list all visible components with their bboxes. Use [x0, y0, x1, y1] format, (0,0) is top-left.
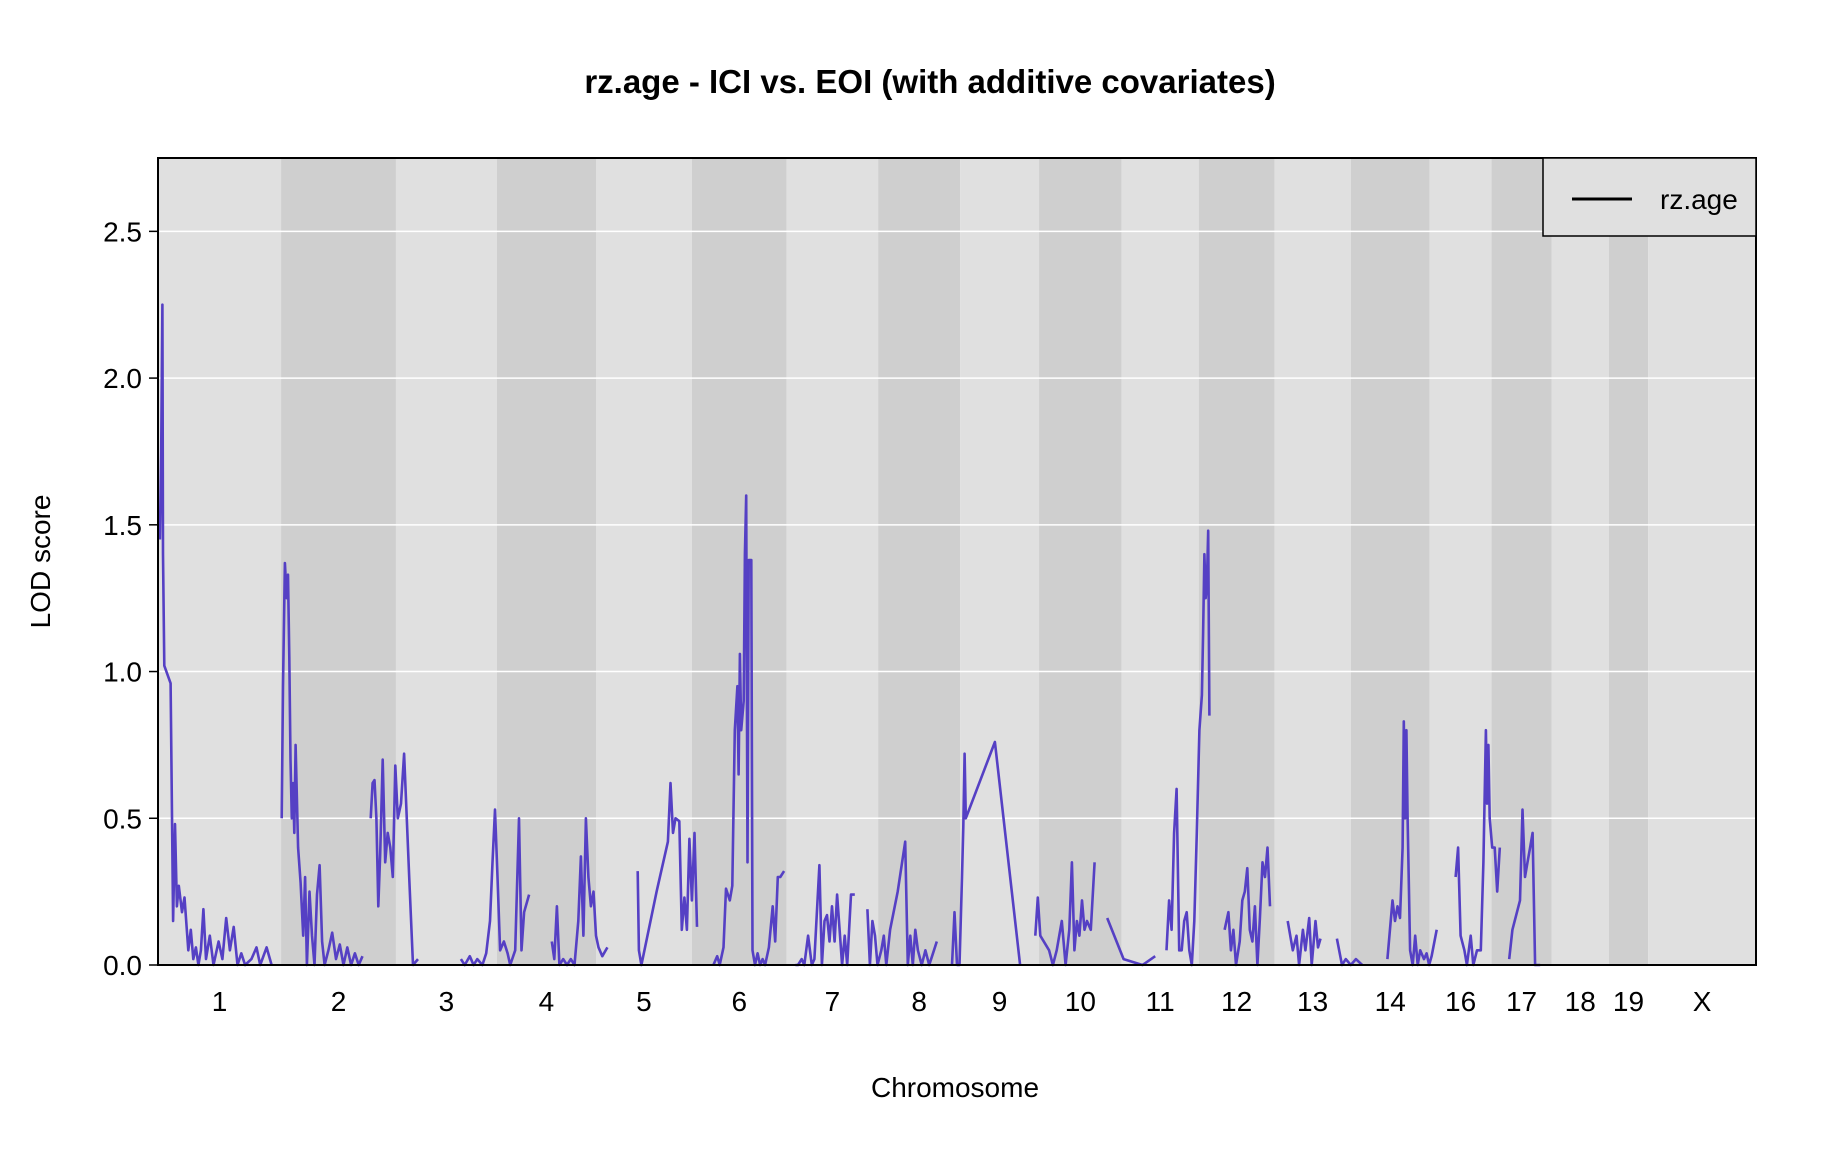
chromosome-band-11 — [1121, 158, 1199, 965]
x-axis-label: Chromosome — [871, 1072, 1039, 1103]
y-axis-ticks: 0.0 0.5 1.0 1.5 2.0 2.5 — [103, 216, 158, 981]
x-tick-label-11: 11 — [1146, 986, 1175, 1017]
x-axis-ticks: 1 2 3 4 5 6 7 8 9 10 11 12 13 14 16 17 18 19 X — [212, 986, 1712, 1017]
x-tick-label-17: 17 — [1506, 986, 1537, 1017]
y-axis-label: LOD score — [25, 495, 56, 629]
x-tick-label-1: 1 — [212, 986, 228, 1017]
x-tick-label-5: 5 — [636, 986, 652, 1017]
series-line-segment-1 — [158, 303, 273, 967]
legend-box — [1542, 157, 1757, 237]
series-line-segment-2 — [280, 561, 364, 967]
x-tick-label-3: 3 — [439, 986, 455, 1017]
chromosome-band-14 — [1350, 158, 1430, 965]
x-tick-label-X: X — [1693, 986, 1712, 1017]
x-tick-label-16: 16 — [1445, 986, 1476, 1017]
series-line-segment-12 — [1105, 917, 1156, 967]
chromosome-band-X — [1648, 158, 1756, 965]
y-tick-label: 0.5 — [103, 803, 142, 834]
series-line-segment-10 — [950, 740, 1022, 967]
chromosome-band-12 — [1198, 158, 1275, 965]
series-line-segment-17 — [1386, 720, 1438, 967]
x-tick-label-6: 6 — [731, 986, 747, 1017]
series-line-segment-16 — [1335, 938, 1364, 967]
chromosome-band-5 — [595, 158, 692, 965]
chromosome-band-4 — [496, 158, 596, 965]
series-line-segment-3 — [369, 752, 419, 967]
y-tick-label: 0.0 — [103, 950, 142, 981]
chromosome-band-13 — [1274, 158, 1351, 965]
series-line-segment-19 — [1507, 808, 1541, 967]
chromosome-band-19 — [1608, 158, 1649, 965]
x-tick-label-8: 8 — [911, 986, 927, 1017]
x-tick-label-4: 4 — [539, 986, 555, 1017]
series-line-segment-6 — [636, 781, 699, 967]
x-tick-label-19: 19 — [1613, 986, 1644, 1017]
y-tick-label: 2.5 — [103, 216, 142, 247]
x-tick-label-12: 12 — [1221, 986, 1252, 1017]
plot-frame — [157, 157, 1757, 966]
x-tick-label-10: 10 — [1065, 986, 1096, 1017]
x-tick-label-18: 18 — [1565, 986, 1596, 1017]
x-tick-label-7: 7 — [825, 986, 841, 1017]
series-line-segment-15 — [1286, 916, 1322, 967]
chart-title: rz.age - ICI vs. EOI (with additive cova… — [584, 63, 1275, 100]
series-line-segment-14 — [1223, 846, 1272, 967]
chromosome-band-9 — [960, 158, 1040, 965]
series-line-segment-8 — [795, 863, 855, 967]
chromosome-band-8 — [878, 158, 961, 965]
chromosome-band-7 — [786, 158, 879, 965]
series-line-segment-7 — [712, 494, 786, 967]
series-line-segment-11 — [1034, 861, 1096, 967]
chromosome-bands — [158, 158, 1756, 965]
chromosome-band-18 — [1551, 158, 1609, 965]
y-tick-label: 2.0 — [103, 363, 142, 394]
series-line-segment-18 — [1454, 728, 1502, 967]
chromosome-band-6 — [691, 158, 787, 965]
chromosome-band-3 — [395, 158, 497, 965]
x-tick-label-9: 9 — [992, 986, 1008, 1017]
series-line-segment-9 — [866, 840, 939, 967]
chromosome-band-16 — [1429, 158, 1492, 965]
y-tick-label: 1.5 — [103, 510, 142, 541]
legend: rz.age — [1542, 157, 1757, 237]
chromosome-band-1 — [158, 158, 282, 965]
x-tick-label-13: 13 — [1297, 986, 1328, 1017]
x-tick-label-14: 14 — [1375, 986, 1406, 1017]
x-tick-label-2: 2 — [331, 986, 347, 1017]
series-lines — [158, 303, 1541, 967]
y-tick-label: 1.0 — [103, 657, 142, 688]
chromosome-band-10 — [1039, 158, 1122, 965]
legend-entry-rz-age: rz.age — [1660, 184, 1738, 215]
